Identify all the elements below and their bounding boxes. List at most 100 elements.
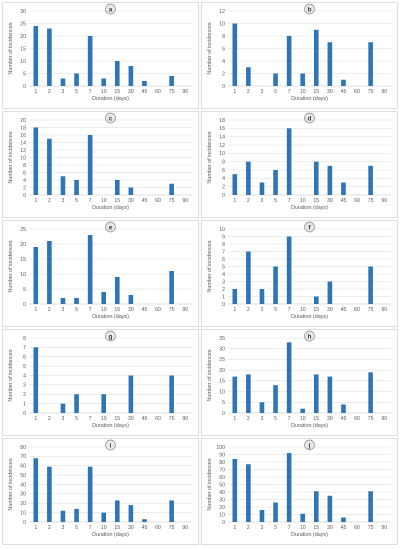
bar-15-days (114, 277, 120, 304)
y-tick-label: 10 (219, 21, 225, 27)
bar-3-days (259, 402, 265, 413)
x-tick-label: 10 (300, 525, 306, 531)
x-tick-label: 5 (75, 525, 78, 531)
panel-label: c (109, 115, 113, 122)
x-tick-label: 7 (288, 416, 291, 422)
panel-label: f (308, 224, 311, 231)
y-tick-label: 0 (23, 84, 26, 90)
bar-75-days (368, 372, 373, 413)
y-tick-label: 80 (219, 460, 225, 466)
y-tick-label: 6 (222, 257, 225, 263)
y-tick-label: 15 (20, 257, 26, 263)
x-tick-label: 15 (114, 525, 120, 531)
bar-10-days (300, 73, 306, 86)
y-tick-label: 30 (219, 347, 225, 353)
x-tick-label: 60 (354, 416, 360, 422)
x-axis-title: Duration (days) (92, 532, 129, 538)
panel-label: b (308, 6, 312, 13)
x-tick-label: 3 (62, 525, 65, 531)
x-tick-label: 5 (274, 198, 277, 204)
bar-1-days (33, 458, 39, 522)
y-axis-title: Number of incidences (207, 22, 213, 74)
bar-10-days (101, 394, 107, 413)
y-tick-label: 0 (23, 302, 26, 308)
bar-2-days (246, 374, 251, 413)
x-tick-label: 1 (34, 416, 37, 422)
x-axis-title: Duration (days) (291, 205, 328, 211)
bar-2-days (246, 161, 251, 195)
y-tick-label: 6 (222, 46, 225, 52)
x-tick-label: 45 (142, 525, 148, 531)
x-tick-label: 45 (341, 525, 347, 531)
x-tick-label: 75 (368, 416, 374, 422)
panel-label: a (109, 6, 113, 13)
x-tick-label: 30 (327, 525, 333, 531)
y-tick-label: 0 (23, 520, 26, 526)
x-axis-title: Duration (days) (291, 314, 328, 320)
x-tick-label: 3 (261, 525, 264, 531)
y-tick-label: 8 (222, 242, 225, 248)
x-tick-label: 2 (48, 307, 51, 313)
x-tick-label: 45 (142, 307, 148, 313)
x-tick-label: 15 (114, 307, 120, 313)
x-tick-label: 1 (233, 307, 236, 313)
panel-label: g (109, 333, 113, 340)
x-tick-label: 1 (34, 525, 37, 531)
y-tick-label: 20 (219, 368, 225, 374)
x-tick-label: 45 (341, 307, 347, 313)
bar-75-days (368, 42, 373, 86)
x-tick-label: 10 (300, 198, 306, 204)
x-tick-label: 90 (182, 89, 188, 95)
x-tick-label: 3 (261, 89, 264, 95)
y-tick-label: 4 (23, 373, 26, 379)
y-tick-label: 25 (219, 357, 225, 363)
bar-75-days (169, 375, 174, 413)
y-tick-label: 6 (23, 170, 26, 176)
x-tick-label: 90 (182, 416, 188, 422)
x-tick-label: 10 (300, 416, 306, 422)
y-tick-label: 20 (20, 501, 26, 507)
x-tick-label: 1 (34, 307, 37, 313)
y-axis-title: Number of incidences (207, 349, 213, 401)
bar-30-days (327, 376, 333, 413)
x-tick-label: 1 (233, 525, 236, 531)
x-tick-label: 60 (155, 307, 161, 313)
x-tick-label: 3 (62, 198, 65, 204)
bar-7-days (87, 466, 93, 522)
panel-label-badge (304, 3, 315, 15)
bar-30-days (128, 505, 134, 522)
y-tick-label: 8 (23, 163, 26, 169)
y-tick-label: 18 (20, 125, 26, 131)
y-tick-label: 2 (23, 185, 26, 191)
bar-3-days (60, 176, 66, 195)
y-tick-label: 0 (222, 84, 225, 90)
x-tick-label: 3 (261, 307, 264, 313)
panel-label-badge (304, 330, 315, 342)
x-tick-label: 2 (247, 307, 250, 313)
y-axis-title: Number of incidences (207, 240, 213, 292)
bar-2-days (246, 464, 251, 522)
x-tick-label: 5 (274, 525, 277, 531)
y-tick-label: 0 (222, 411, 225, 417)
y-tick-label: 5 (23, 71, 26, 77)
x-tick-label: 90 (381, 307, 387, 313)
bar-30-days (327, 165, 333, 195)
panel-label: e (109, 224, 113, 231)
bar-75-days (169, 76, 174, 86)
bar-30-days (327, 42, 333, 86)
y-tick-label: 20 (219, 505, 225, 511)
y-axis-title: Number of incidences (207, 458, 213, 510)
bar-30-days (327, 495, 333, 522)
panel-label: i (110, 442, 112, 449)
x-tick-label: 1 (233, 198, 236, 204)
bar-45-days (341, 182, 346, 195)
panel-label-badge (105, 439, 116, 451)
y-tick-label: 16 (20, 133, 26, 139)
y-tick-label: 30 (20, 9, 26, 15)
x-tick-label: 90 (381, 525, 387, 531)
y-tick-label: 10 (219, 227, 225, 233)
